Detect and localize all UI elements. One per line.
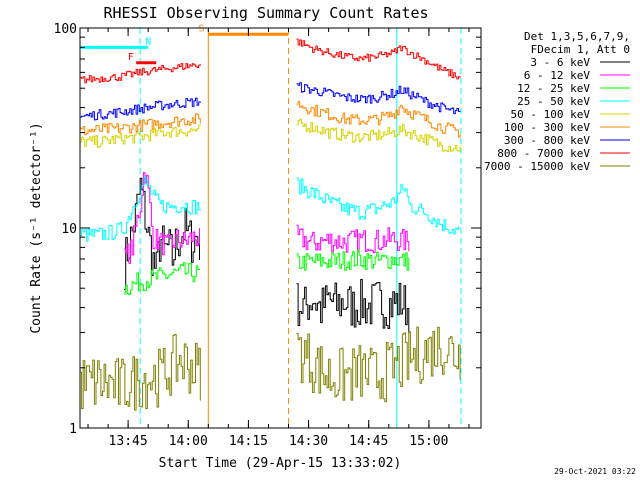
- y-axis-label: Count Rate (s⁻¹ detector⁻¹): [29, 122, 44, 333]
- series-line-300to800keV: [80, 97, 201, 121]
- series-line-100to300keV: [296, 101, 461, 138]
- legend-entry-label: 3 - 6 keV: [530, 56, 590, 69]
- legend-entry-label: 800 - 7000 keV: [497, 147, 590, 160]
- series-line-50to100keV: [80, 124, 201, 148]
- y-tick-label: 100: [54, 22, 77, 37]
- series-line-800to7000keV: [296, 38, 461, 80]
- chart-title: RHESSI Observing Summary Count Rates: [103, 4, 428, 22]
- x-tick-label: 14:00: [169, 434, 208, 449]
- legend-header-line: Det 1,3,5,6,7,9,: [524, 30, 630, 43]
- y-tick-label: 1: [69, 422, 77, 437]
- x-tick-label: 14:15: [229, 434, 268, 449]
- legend-entry-label: 50 - 100 keV: [511, 108, 591, 121]
- series-line-7000to15000keV: [296, 326, 461, 403]
- flag-label-s: S: [198, 23, 204, 34]
- y-tick-label: 10: [61, 222, 77, 237]
- series-line-50to100keV: [296, 118, 461, 152]
- flag-label-n: N: [145, 36, 151, 47]
- series-line-25to50keV: [296, 177, 461, 235]
- series-line-300to800keV: [296, 82, 461, 115]
- series-line-7000to15000keV: [80, 333, 201, 411]
- series-line-100to300keV: [80, 113, 201, 136]
- legend-entry-label: 25 - 50 keV: [517, 95, 590, 108]
- series-line-6to12keV: [296, 224, 410, 254]
- legend-entry-label: 12 - 25 keV: [517, 82, 590, 95]
- x-tick-label: 15:00: [409, 434, 448, 449]
- series-line-25to50keV: [80, 176, 201, 242]
- series-line-3to6keV: [296, 279, 410, 334]
- series-line-12to25keV: [296, 249, 410, 271]
- series-line-6to12keV: [124, 172, 200, 264]
- series-line-12to25keV: [124, 262, 200, 296]
- legend: Det 1,3,5,6,7,9,FDecim 1, Att 03 - 6 keV…: [484, 30, 630, 173]
- plot-area: NF S: [80, 23, 462, 428]
- x-tick-label: 14:30: [289, 434, 328, 449]
- legend-entry-label: 300 - 800 keV: [504, 134, 590, 147]
- x-axis-label: Start Time (29-Apr-15 13:33:02): [159, 456, 402, 471]
- x-tick-label: 13:45: [109, 434, 148, 449]
- legend-entry-label: 7000 - 15000 keV: [484, 160, 590, 173]
- legend-entry-label: 6 - 12 keV: [524, 69, 591, 82]
- legend-entry-label: 100 - 300 keV: [504, 121, 590, 134]
- axes: 13:45 14:00 14:15 14:30 14:45 15:00 1 10 100: [54, 22, 481, 449]
- footer-timestamp: 29-Oct-2021 03:22: [554, 467, 636, 476]
- legend-header-line: FDecim 1, Att 0: [531, 43, 630, 56]
- flag-label-f: F: [128, 52, 134, 63]
- series-line-800to7000keV: [80, 63, 201, 84]
- x-tick-label: 14:45: [349, 434, 388, 449]
